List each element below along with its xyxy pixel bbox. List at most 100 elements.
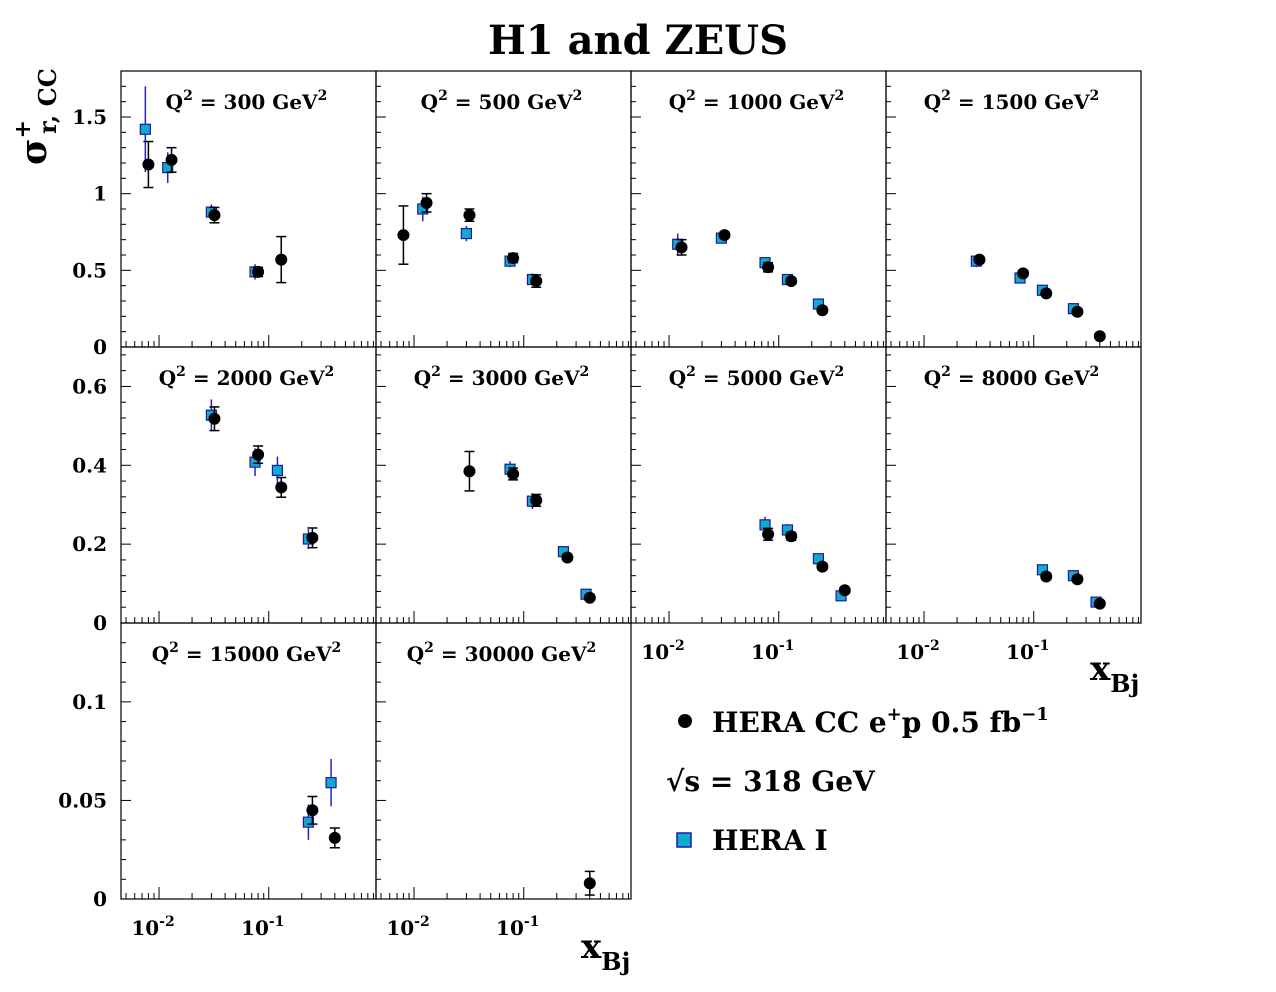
point-hera-cc — [252, 448, 265, 461]
panel-6: 10-2 10-1 Q2 = 5000 GeV2 — [630, 346, 887, 664]
point-hera-cc — [1093, 597, 1106, 610]
point-hera-i — [302, 816, 315, 828]
legend-label-energy: √s = 318 GeV — [666, 765, 876, 798]
legend: HERA CC e+p 0.5 fb−1 √s = 318 GeV HERA I — [666, 704, 1049, 857]
point-hera-cc — [328, 831, 341, 844]
x-tick-label: 10-2 — [641, 638, 684, 664]
point-hera-cc — [1071, 305, 1084, 318]
point-hera-cc — [507, 467, 520, 480]
point-hera-i — [325, 777, 337, 789]
point-hera-cc — [275, 253, 288, 266]
x-axis-label-right-main: x — [1090, 649, 1111, 689]
panel-8: 0 0.05 0.1 10-2 10-1 Q2 = 15000 GeV2 — [58, 622, 377, 940]
point-hera-cc — [816, 560, 829, 573]
panel-label: Q2 = 1500 GeV2 — [924, 88, 1100, 114]
point-hera-cc — [1040, 287, 1053, 300]
x-axis-label-right-sub: Bj — [1110, 669, 1139, 698]
svg-text:xBj: xBj — [1090, 649, 1139, 698]
point-hera-cc — [463, 465, 476, 478]
point-hera-cc — [1040, 570, 1053, 583]
point-hera-cc — [583, 591, 596, 604]
point-hera-cc — [718, 229, 731, 242]
svg-text:xBj: xBj — [581, 927, 630, 976]
point-hera-cc — [1017, 267, 1030, 280]
panel-1: Q2 = 500 GeV2 — [375, 70, 632, 348]
y-tick-label: 0 — [93, 611, 107, 635]
legend-label-hera-cc: HERA CC e+p 0.5 fb−1 — [712, 704, 1049, 739]
panel-3: Q2 = 1500 GeV2 — [885, 70, 1142, 348]
point-hera-cc — [530, 275, 543, 288]
point-hera-cc — [397, 229, 410, 242]
point-hera-cc — [463, 209, 476, 222]
point-hera-cc — [165, 153, 178, 166]
point-hera-cc — [583, 877, 596, 890]
panel-label: Q2 = 15000 GeV2 — [152, 640, 341, 666]
point-hera-cc — [762, 528, 775, 541]
point-hera-cc — [785, 275, 798, 288]
panel-label: Q2 = 3000 GeV2 — [414, 364, 590, 390]
point-hera-cc — [838, 584, 851, 597]
y-axis-label-main: σ — [13, 138, 55, 165]
point-hera-cc — [507, 252, 520, 265]
point-hera-cc — [208, 412, 221, 425]
x-axis-label-bottom: xBj — [581, 927, 630, 976]
panel-label: Q2 = 1000 GeV2 — [669, 88, 845, 114]
y-tick-label: 0.1 — [72, 690, 107, 714]
panel-0: 0 0.5 1 1.5 Q2 = 300 GeV2 — [72, 70, 377, 359]
point-hera-cc — [561, 551, 574, 564]
point-hera-cc — [1093, 330, 1106, 343]
panel-4: 0 0.2 0.4 0.6 Q2 = 2000 GeV2 — [72, 346, 377, 635]
panel-7: 10-2 10-1 Q2 = 8000 GeV2 — [885, 346, 1142, 664]
figure-title: H1 and ZEUS — [488, 17, 788, 64]
x-tick-label: 10-2 — [386, 914, 429, 940]
x-axis-label-bottom-sub: Bj — [601, 947, 630, 976]
panel-label: Q2 = 500 GeV2 — [421, 88, 583, 114]
point-hera-cc — [142, 158, 155, 171]
panel-2: Q2 = 1000 GeV2 — [630, 70, 887, 348]
point-hera-i — [271, 464, 284, 477]
x-tick-label: 10-1 — [751, 638, 794, 664]
panel-label: Q2 = 2000 GeV2 — [159, 364, 335, 390]
legend-marker-hera-cc — [678, 714, 692, 728]
point-hera-cc — [762, 261, 775, 274]
y-tick-label: 0.6 — [72, 374, 107, 398]
y-tick-label: 0 — [93, 887, 107, 911]
x-tick-label: 10-1 — [241, 914, 284, 940]
point-hera-cc — [306, 531, 319, 544]
panel-label: Q2 = 30000 GeV2 — [407, 640, 596, 666]
legend-label-hera-i: HERA I — [712, 824, 828, 857]
panel-label: Q2 = 300 GeV2 — [166, 88, 328, 114]
point-hera-cc — [1071, 573, 1084, 586]
legend-marker-hera-i — [676, 832, 692, 848]
panel-frame — [885, 346, 1142, 624]
x-tick-label: 10-2 — [131, 914, 174, 940]
point-hera-cc — [675, 241, 688, 254]
point-hera-cc — [275, 481, 288, 494]
panel-5: Q2 = 3000 GeV2 — [375, 346, 632, 624]
panel-label: Q2 = 8000 GeV2 — [924, 364, 1100, 390]
y-tick-label: 0.2 — [72, 532, 107, 556]
x-tick-label: 10-1 — [496, 914, 539, 940]
y-tick-label: 1.5 — [72, 105, 107, 129]
panel-9: 10-2 10-1 Q2 = 30000 GeV2 — [375, 622, 632, 940]
point-hera-cc — [306, 804, 319, 817]
y-axis-label-sup: + — [10, 120, 36, 138]
y-axis-label: σ+r, CC — [10, 68, 62, 165]
point-hera-cc — [973, 253, 986, 266]
x-axis-label-right: xBj — [1090, 649, 1139, 698]
y-tick-label: 0 — [93, 335, 107, 359]
y-axis-label-sub: r, CC — [33, 68, 62, 134]
point-hera-cc — [208, 209, 221, 222]
y-tick-label: 0.05 — [58, 788, 107, 812]
y-tick-label: 1 — [93, 182, 107, 206]
point-hera-cc — [785, 530, 798, 543]
panel-label: Q2 = 5000 GeV2 — [669, 364, 845, 390]
point-hera-cc — [530, 494, 543, 507]
y-tick-label: 0.4 — [72, 453, 107, 477]
point-hera-cc — [252, 265, 265, 278]
point-hera-i — [460, 227, 472, 240]
panels: 0 0.5 1 1.5 Q2 = 300 GeV2 Q2 = 500 GeV2 Q2 = 1… — [58, 70, 1142, 940]
x-tick-label: 10-1 — [1006, 638, 1049, 664]
x-tick-label: 10-2 — [896, 638, 939, 664]
